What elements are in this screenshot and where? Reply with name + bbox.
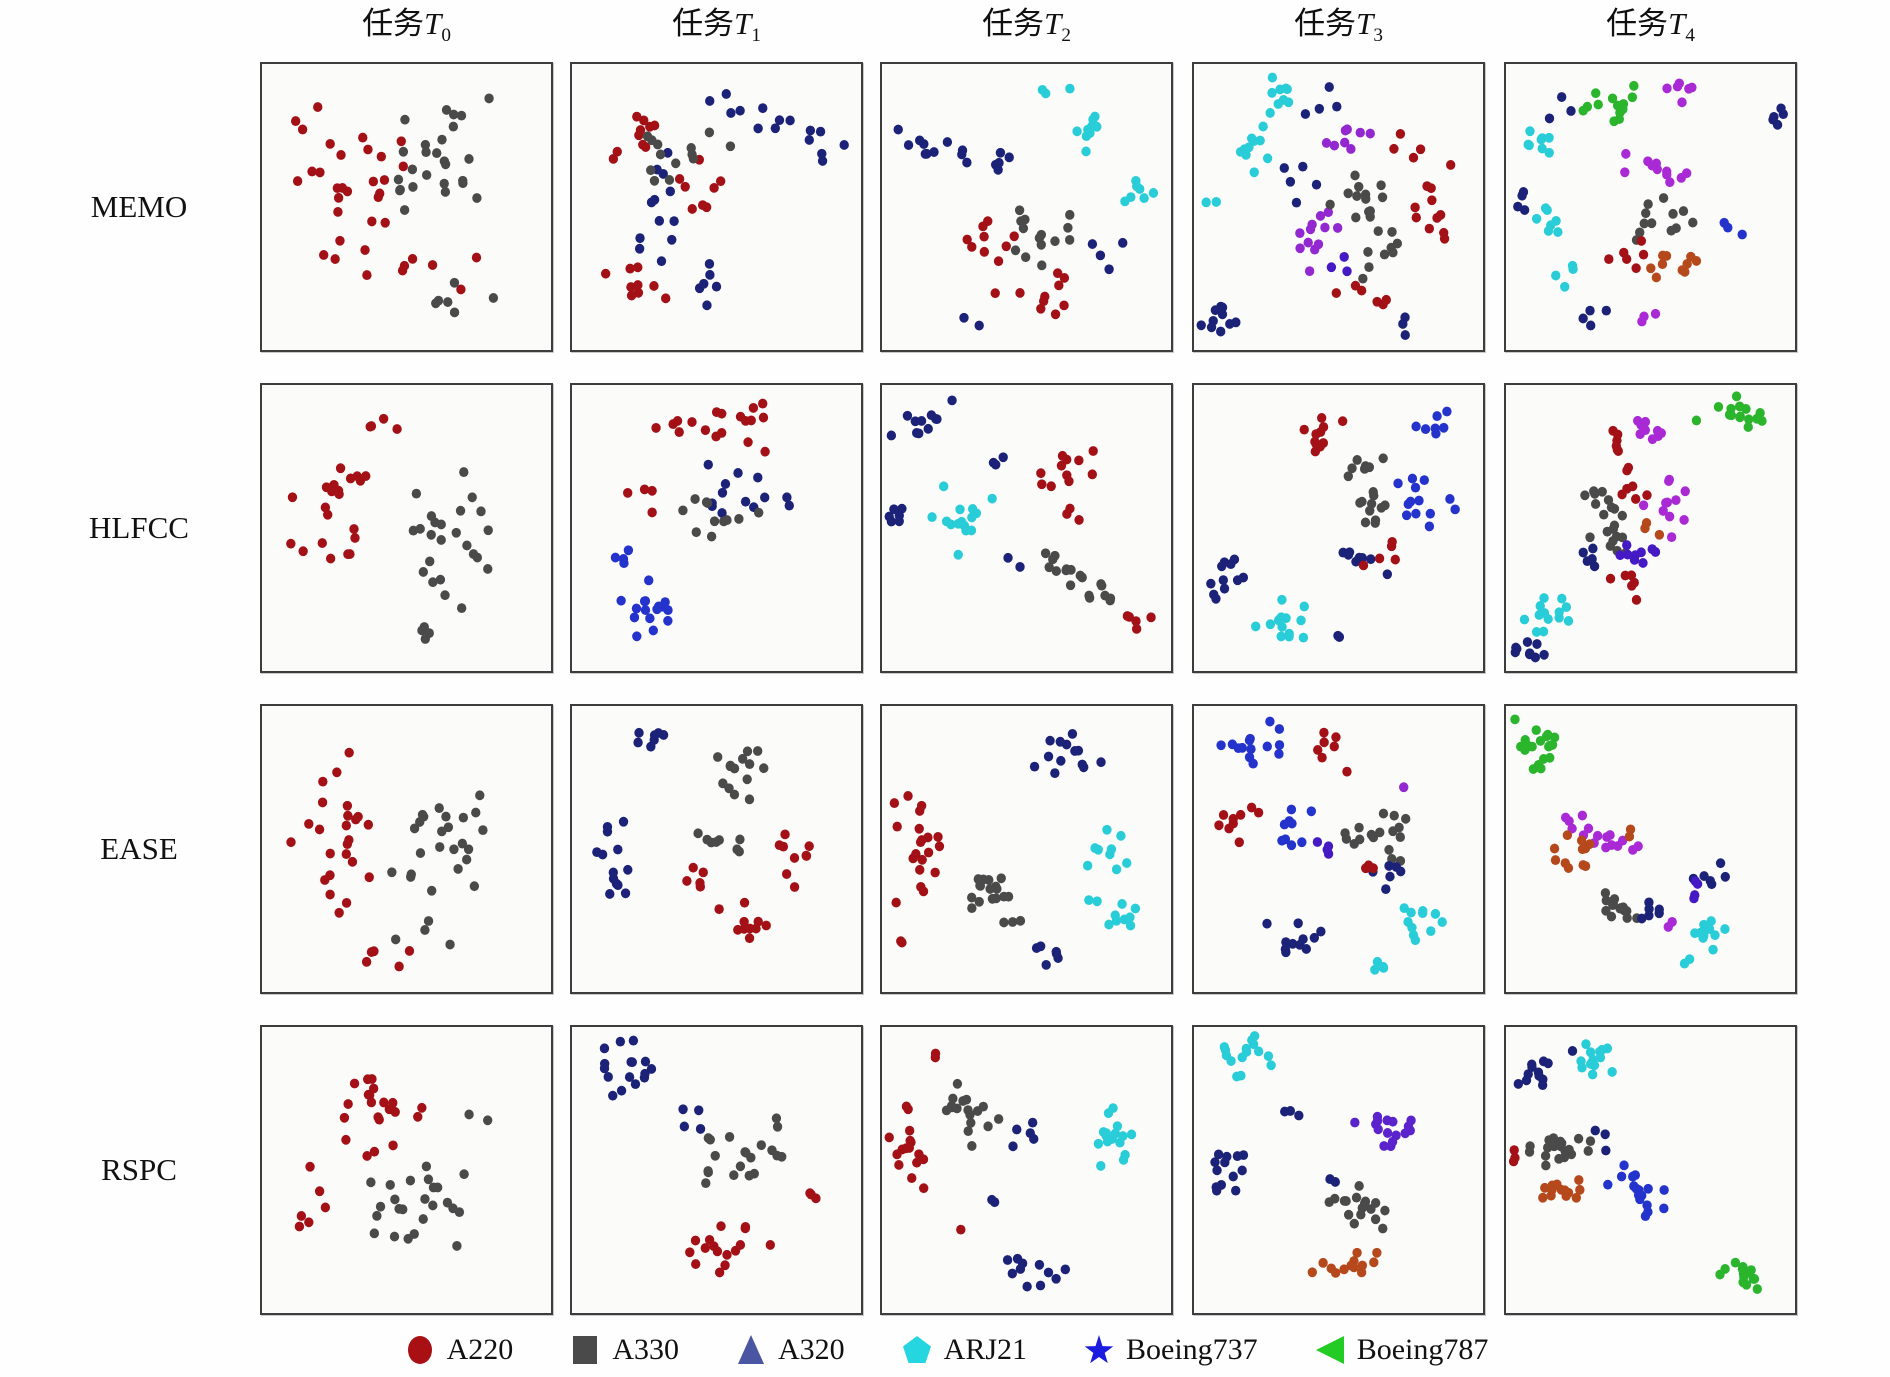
scatter-plot-memo-t0: [260, 62, 553, 352]
scatter-plot-ease-t3: [1192, 704, 1485, 994]
scatter-plot-memo-t1: [570, 62, 863, 352]
task-symbol: T: [734, 6, 752, 41]
scatter-plot-rspc-t2: [880, 1025, 1173, 1315]
task-symbol: T: [1044, 6, 1062, 41]
legend-label: ARJ21: [943, 1332, 1028, 1366]
square-marker-icon: [573, 1335, 598, 1364]
legend-item-boeing787: Boeing787: [1312, 1331, 1489, 1369]
task-prefix: 任务: [362, 6, 425, 41]
task-symbol: T: [1668, 6, 1686, 41]
row-label-memo: MEMO: [90, 189, 188, 224]
scatter-plot-rspc-t3: [1192, 1025, 1485, 1315]
scatter-plot-ease-t2: [880, 704, 1173, 994]
scatter-plot-hlfcc-t0: [260, 383, 553, 673]
task-symbol: T: [424, 6, 442, 41]
scatter-plot-rspc-t4: [1504, 1025, 1797, 1315]
task-prefix: 任务: [982, 6, 1045, 41]
task-subscript: 4: [1685, 25, 1695, 47]
legend-item-a220: A220: [402, 1331, 514, 1369]
scatter-plot-hlfcc-t1: [570, 383, 863, 673]
row-label-hlfcc: HLFCC: [89, 510, 189, 545]
legend-item-boeing737: Boeing737: [1081, 1331, 1258, 1369]
task-symbol: T: [1356, 6, 1374, 41]
column-title-task-3: 任务T3: [1192, 2, 1485, 46]
class-legend: A220 A330 A320 ARJ21 Boeing737 Boeing787: [0, 1322, 1890, 1377]
star-marker-icon: [1084, 1334, 1114, 1363]
legend-item-a330: A330: [567, 1331, 679, 1369]
task-subscript: 3: [1373, 25, 1383, 47]
legend-label: A220: [446, 1332, 514, 1366]
scatter-plot-hlfcc-t2: [880, 383, 1173, 673]
scatter-plot-hlfcc-t3: [1192, 383, 1485, 673]
scatter-plot-ease-t4: [1504, 704, 1797, 994]
column-title-task-1: 任务T1: [570, 2, 863, 46]
column-title-task-2: 任务T2: [880, 2, 1173, 46]
scatter-plot-rspc-t1: [570, 1025, 863, 1315]
row-label-rspc: RSPC: [101, 1152, 177, 1187]
scatter-plot-memo-t3: [1192, 62, 1485, 352]
legend-label: A320: [777, 1332, 845, 1366]
task-subscript: 0: [441, 25, 451, 47]
scatter-plot-hlfcc-t4: [1504, 383, 1797, 673]
pentagon-marker-icon: [902, 1335, 931, 1363]
circle-marker-icon: [407, 1335, 432, 1364]
column-title-task-4: 任务T4: [1504, 2, 1797, 46]
task-prefix: 任务: [1606, 6, 1669, 41]
task-subscript: 1: [751, 25, 761, 47]
column-title-task-0: 任务T0: [260, 2, 553, 46]
row-label-ease: EASE: [100, 831, 178, 866]
scatter-plot-rspc-t0: [260, 1025, 553, 1315]
task-prefix: 任务: [672, 6, 735, 41]
legend-item-a320: A320: [733, 1331, 845, 1369]
scatter-plot-memo-t2: [880, 62, 1173, 352]
legend-item-arj21: ARJ21: [899, 1331, 1027, 1369]
task-prefix: 任务: [1294, 6, 1357, 41]
scatter-plot-memo-t4: [1504, 62, 1797, 352]
scatter-plot-ease-t1: [570, 704, 863, 994]
task-subscript: 2: [1061, 25, 1071, 47]
scatter-plot-ease-t0: [260, 704, 553, 994]
legend-label: Boeing787: [1356, 1332, 1489, 1366]
triangle-marker-icon: [737, 1334, 764, 1364]
triangle-left-marker-icon: [1315, 1335, 1344, 1364]
legend-label: Boeing737: [1126, 1332, 1258, 1366]
legend-label: A330: [612, 1332, 679, 1366]
